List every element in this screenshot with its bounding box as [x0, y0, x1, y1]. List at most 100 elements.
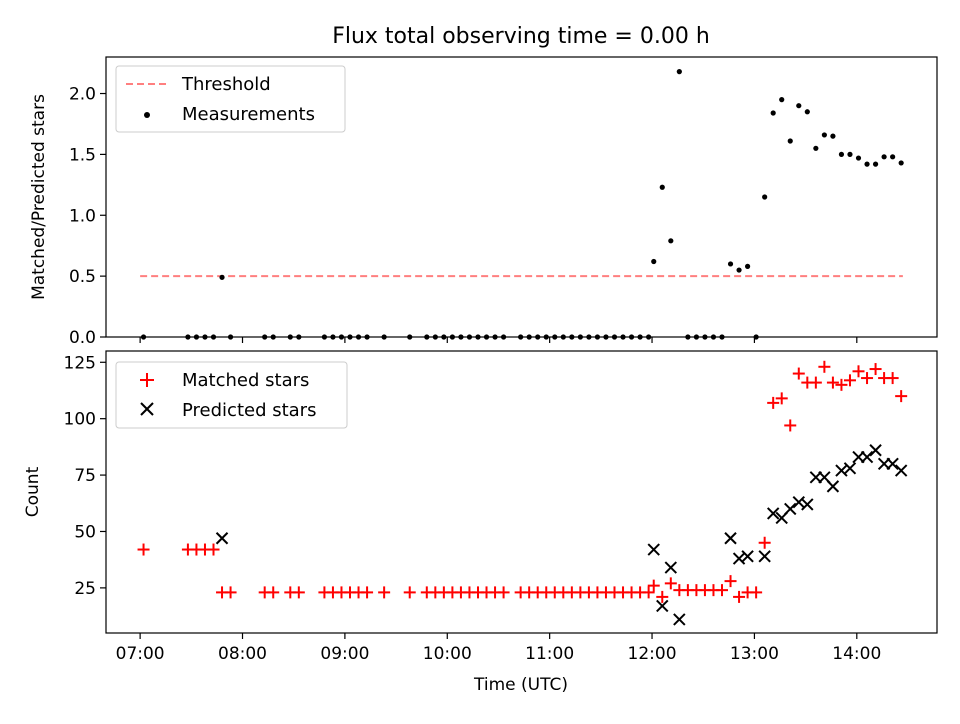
bottom-xtick-label: 10:00: [423, 644, 472, 664]
bottom-legend-matched-label: Matched stars: [182, 370, 309, 391]
matched-star-point: [895, 390, 908, 403]
predicted-star-point: [656, 599, 669, 613]
matched-star-point: [818, 360, 831, 373]
matched-star-point: [852, 365, 865, 378]
bottom-legend-predicted-swatch: [140, 402, 154, 416]
predicted-star-point: [826, 480, 840, 493]
measurement-point: [890, 154, 896, 160]
predicted-star-point: [647, 543, 660, 556]
measurement-point: [864, 161, 870, 167]
matched-star-point: [861, 372, 874, 385]
bottom-x-axis-label: Time (UTC): [473, 675, 568, 695]
measurement-point: [838, 151, 845, 157]
measurement-point: [668, 238, 674, 244]
bottom-xtick-label: 08:00: [218, 644, 267, 664]
bottom-legend: Matched stars Predicted stars: [115, 361, 348, 429]
bottom-ytick-label: 100: [64, 410, 96, 430]
bottom-legend-predicted-label: Predicted stars: [182, 400, 316, 421]
matched-star-point: [750, 586, 763, 599]
matched-star-point: [809, 376, 822, 389]
matched-star-point: [758, 536, 771, 549]
matched-star-point: [403, 586, 416, 599]
predicted-star-point: [664, 561, 678, 574]
bottom-yticks: 25 50 75 100 125: [64, 353, 106, 599]
bottom-legend-matched-swatch: [140, 373, 154, 387]
top-panel: 0.00.51.01.52.0 Matched/Predicted stars …: [29, 56, 938, 348]
bottom-xtick-label: 11:00: [525, 644, 574, 664]
top-ytick-label: 2.0: [69, 85, 96, 105]
bottom-ytick-label: 75: [74, 466, 96, 486]
matched-star-point: [137, 543, 150, 556]
predicted-star-point: [843, 462, 857, 475]
bottom-panel: 25 50 75 100 125 07:00 08:00 09:00 10:00 11:00 12…: [23, 350, 938, 695]
predicted-star-point: [894, 464, 908, 477]
matched-star-point: [647, 579, 660, 592]
top-legend-measurements-label: Measurements: [182, 104, 315, 125]
bottom-xticks: 07:00 08:00 09:00 10:00 11:00 12:00 13:00 14:00: [116, 633, 881, 664]
matched-star-point: [835, 378, 848, 391]
measurement-point: [659, 184, 665, 190]
matched-star-point: [656, 590, 669, 603]
measurement-point: [676, 69, 682, 75]
matched-star-point: [715, 584, 728, 597]
bottom-xtick-label: 07:00: [116, 644, 165, 664]
matched-star-point: [207, 543, 220, 556]
matched-star-point: [664, 577, 677, 590]
predicted-star-point: [801, 498, 814, 511]
measurement-point: [219, 274, 225, 280]
top-legend-threshold-label: Threshold: [181, 74, 271, 95]
matched-star-point: [826, 376, 839, 389]
measurement-point: [651, 258, 657, 265]
measurement-point: [872, 161, 879, 167]
top-ytick-label: 0.0: [69, 328, 96, 348]
matched-star-point: [497, 586, 510, 599]
matched-star-point: [733, 590, 746, 603]
bottom-points-layer: [137, 360, 908, 626]
measurement-point: [779, 97, 785, 103]
predicted-star-point: [886, 457, 899, 471]
bottom-ytick-label: 25: [74, 579, 96, 599]
bottom-ytick-label: 50: [74, 522, 96, 542]
bottom-legend-box: [115, 361, 348, 429]
bottom-xtick-label: 09:00: [320, 644, 369, 664]
top-legend: Threshold Measurements: [115, 65, 346, 133]
predicted-star-point: [869, 444, 882, 457]
measurement-point: [830, 133, 836, 139]
measurement-point: [821, 132, 827, 138]
matched-star-point: [792, 367, 805, 380]
predicted-star-point: [732, 552, 746, 565]
measurement-point: [736, 267, 742, 273]
matched-star-point: [292, 586, 305, 599]
predicted-star-point: [673, 613, 686, 626]
bottom-xtick-label: 14:00: [832, 644, 881, 664]
measurement-point: [787, 138, 793, 144]
top-yticks: 0.0 0.5 1.0 1.5 2.0: [69, 85, 106, 348]
measurement-point: [796, 103, 802, 109]
predicted-star-point: [724, 532, 737, 545]
bottom-y-axis-label: Count: [23, 466, 43, 517]
top-legend-box: [115, 65, 346, 133]
bottom-xtick-label: 12:00: [628, 644, 677, 664]
matched-star-point: [724, 575, 737, 588]
top-xticks: [139, 337, 858, 343]
bottom-plot-frame: [105, 350, 938, 634]
top-ytick-label: 1.0: [69, 206, 96, 226]
measurement-point: [855, 155, 862, 161]
measurement-point: [881, 154, 887, 160]
predicted-star-point: [215, 532, 229, 545]
predicted-star-point: [860, 450, 874, 464]
measurement-point: [847, 151, 853, 157]
predicted-star-point: [741, 550, 754, 563]
measurement-point: [744, 263, 751, 269]
measurement-point: [762, 194, 768, 200]
measurement-point: [804, 109, 810, 115]
predicted-star-point: [784, 502, 797, 516]
top-ytick-label: 1.5: [69, 145, 96, 165]
figure-title: Flux total observing time = 0.00 h: [332, 24, 710, 49]
matched-star-point: [767, 396, 780, 409]
matched-star-point: [378, 586, 391, 599]
top-legend-measurements-swatch: [144, 112, 150, 118]
predicted-star-point: [792, 495, 805, 509]
matched-star-point: [775, 392, 788, 405]
